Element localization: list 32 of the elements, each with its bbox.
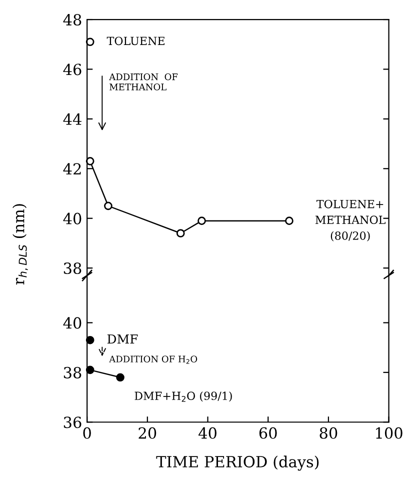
y-tick-label: 38 [64, 262, 82, 274]
y-tick-label: 44 [63, 113, 82, 125]
y-tick-label: 48 [63, 14, 82, 26]
y-tick-label: 38 [64, 366, 82, 378]
annotation: DMF [107, 334, 138, 344]
point [285, 216, 294, 225]
x-tick-label: 40 [198, 427, 216, 439]
x-tick-label: 80 [320, 427, 338, 439]
point [86, 366, 94, 374]
annotation: TOLUENE+ METHANOL (80/20) [315, 200, 386, 242]
y-tick-label: 46 [63, 64, 82, 76]
x-tick-label: 20 [138, 427, 156, 439]
annotation: ADDITION OF H$_{2}$O [109, 356, 198, 364]
y-tick-label: 42 [63, 163, 81, 174]
point [176, 229, 185, 238]
y-tick-label: 40 [63, 317, 82, 329]
y-axis-title: r$_{h,DLS}$ (nm) [12, 204, 28, 285]
point [86, 38, 94, 46]
x-tick-label: 0 [83, 427, 91, 439]
point [86, 336, 94, 344]
annotation: TOLUENE [106, 36, 164, 46]
point [104, 202, 112, 210]
point [86, 157, 94, 166]
y-tick-label: 40 [63, 212, 82, 224]
point [198, 216, 206, 225]
annotation: ADDITION OF METHANOL [109, 73, 178, 90]
x-tick-label: 60 [259, 427, 277, 439]
y-tick-label: 36 [64, 416, 82, 428]
x-axis-title: TIME PERIOD (days) [156, 456, 319, 471]
point [116, 373, 124, 382]
x-tick-label: 100 [376, 427, 402, 439]
annotation: DMF+H$_{2}$O (99/1) [134, 391, 232, 402]
